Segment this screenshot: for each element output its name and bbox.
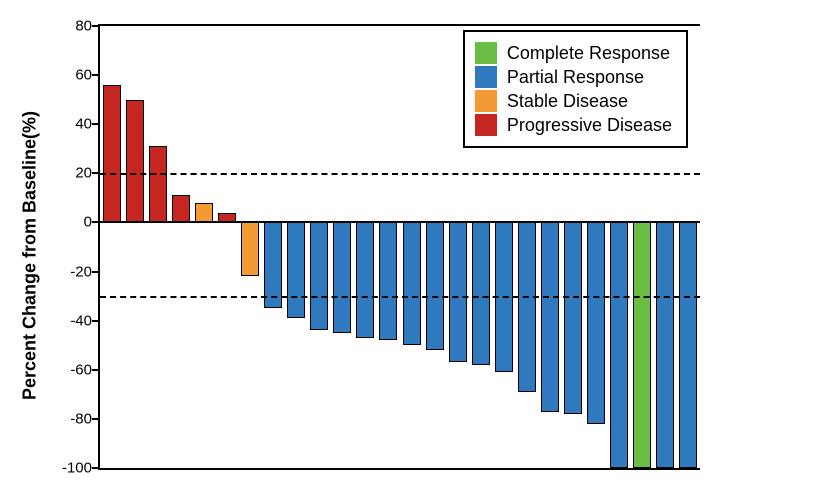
- y-tick-label: -100: [62, 460, 100, 477]
- bar: [149, 146, 167, 222]
- bar: [564, 222, 582, 414]
- bar: [379, 222, 397, 340]
- bar: [287, 222, 305, 318]
- y-tick-label: 80: [75, 18, 100, 35]
- bar: [587, 222, 605, 423]
- bar: [356, 222, 374, 337]
- legend: Complete Response Partial Response Stable …: [463, 30, 688, 148]
- legend-label: Partial Response: [507, 67, 644, 88]
- bar: [403, 222, 421, 345]
- legend-swatch: [475, 66, 497, 88]
- y-tick-label: 60: [75, 67, 100, 84]
- legend-item: Stable Disease: [475, 90, 672, 112]
- bar: [241, 222, 259, 276]
- bar: [541, 222, 559, 411]
- bar: [518, 222, 536, 391]
- y-tick-label: -80: [70, 410, 100, 427]
- bar: [679, 222, 697, 468]
- bar: [633, 222, 651, 468]
- legend-label: Progressive Disease: [507, 115, 672, 136]
- zero-line: [100, 221, 700, 223]
- legend-swatch: [475, 114, 497, 136]
- reference-line: [100, 173, 700, 175]
- legend-label: Stable Disease: [507, 91, 628, 112]
- y-tick-label: -40: [70, 312, 100, 329]
- legend-label: Complete Response: [507, 43, 670, 64]
- plot-area: Complete Response Partial Response Stable …: [98, 24, 700, 470]
- legend-item: Progressive Disease: [475, 114, 672, 136]
- bar: [656, 222, 674, 468]
- legend-swatch: [475, 42, 497, 64]
- y-tick-label: 0: [84, 214, 100, 231]
- bar: [426, 222, 444, 350]
- bar: [610, 222, 628, 468]
- y-tick-label: -60: [70, 361, 100, 378]
- y-tick-label: -20: [70, 263, 100, 280]
- bar: [449, 222, 467, 362]
- reference-line: [100, 296, 700, 298]
- bar: [126, 100, 144, 223]
- y-tick-label: 20: [75, 165, 100, 182]
- bar: [472, 222, 490, 364]
- bar: [195, 203, 213, 223]
- legend-item: Partial Response: [475, 66, 672, 88]
- bar: [172, 195, 190, 222]
- y-axis-label: Percent Change from Baseline(%): [20, 111, 41, 400]
- legend-swatch: [475, 90, 497, 112]
- bar: [333, 222, 351, 333]
- bar: [103, 85, 121, 223]
- waterfall-chart: Percent Change from Baseline(%) Complete…: [0, 0, 832, 501]
- y-tick-label: 40: [75, 116, 100, 133]
- bar: [310, 222, 328, 330]
- legend-item: Complete Response: [475, 42, 672, 64]
